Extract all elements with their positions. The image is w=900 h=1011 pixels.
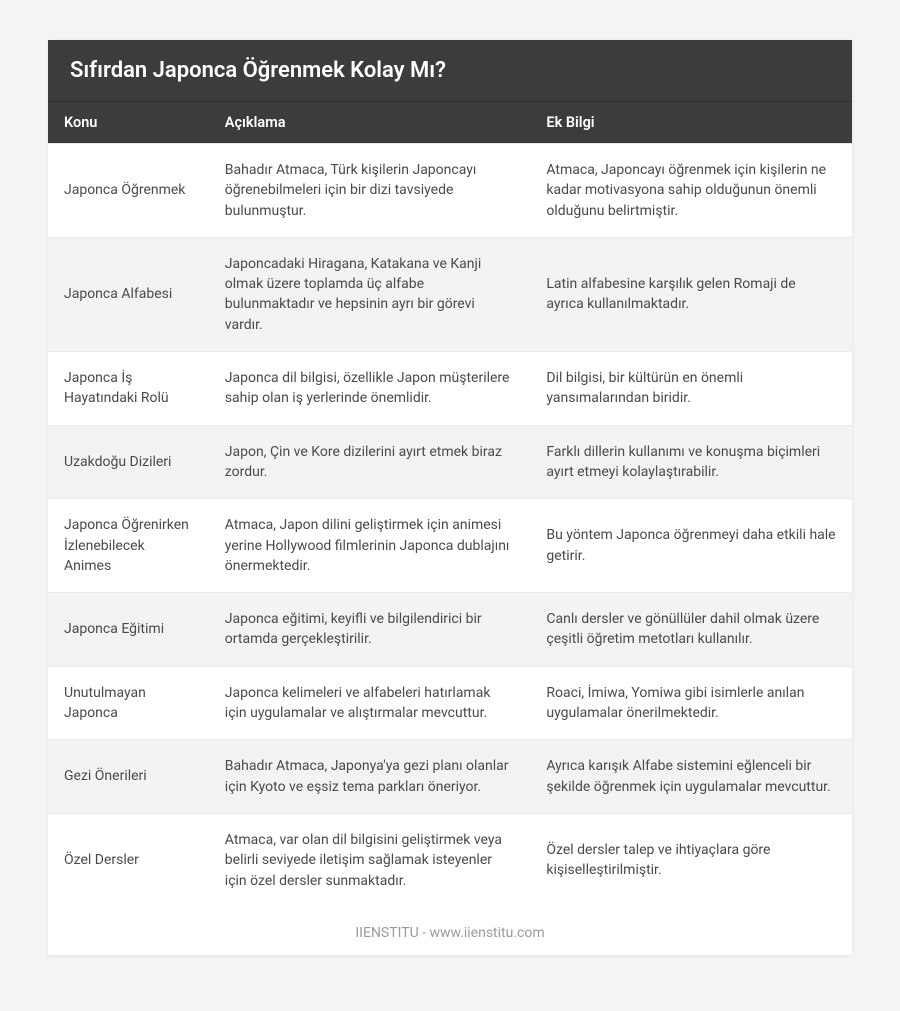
- cell-konu: Gezi Önerileri: [48, 740, 209, 814]
- footer-text: IIENSTITU - www.iienstitu.com: [48, 907, 852, 955]
- cell-konu: Japonca Öğrenmek: [48, 144, 209, 238]
- cell-konu: Japonca İş Hayatındaki Rolü: [48, 352, 209, 426]
- table-header-row: Konu Açıklama Ek Bilgi: [48, 102, 852, 144]
- table-row: Özel Dersler Atmaca, var olan dil bilgis…: [48, 813, 852, 906]
- cell-ek: Bu yöntem Japonca öğrenmeyi daha etkili …: [530, 499, 852, 593]
- col-header-ek: Ek Bilgi: [530, 102, 852, 144]
- col-header-konu: Konu: [48, 102, 209, 144]
- table-row: Japonca Eğitimi Japonca eğitimi, keyifli…: [48, 593, 852, 667]
- cell-konu: Japonca Eğitimi: [48, 593, 209, 667]
- cell-aciklama: Japonca kelimeleri ve alfabeleri hatırla…: [209, 666, 531, 740]
- cell-aciklama: Japon, Çin ve Kore dizilerini ayırt etme…: [209, 425, 531, 499]
- table-row: Japonca Alfabesi Japoncadaki Hiragana, K…: [48, 237, 852, 351]
- cell-aciklama: Japoncadaki Hiragana, Katakana ve Kanji …: [209, 237, 531, 351]
- table-body: Japonca Öğrenmek Bahadır Atmaca, Türk ki…: [48, 144, 852, 907]
- content-card: Sıfırdan Japonca Öğrenmek Kolay Mı? Konu…: [48, 40, 852, 955]
- table-row: Unutulmayan Japonca Japonca kelimeleri v…: [48, 666, 852, 740]
- cell-ek: Roaci, İmiwa, Yomiwa gibi isimlerle anıl…: [530, 666, 852, 740]
- cell-ek: Farklı dillerin kullanımı ve konuşma biç…: [530, 425, 852, 499]
- table-row: Japonca Öğrenirken İzlenebilecek Animes …: [48, 499, 852, 593]
- data-table: Konu Açıklama Ek Bilgi Japonca Öğrenmek …: [48, 102, 852, 907]
- card-title: Sıfırdan Japonca Öğrenmek Kolay Mı?: [48, 40, 852, 102]
- cell-aciklama: Atmaca, Japon dilini geliştirmek için an…: [209, 499, 531, 593]
- cell-aciklama: Japonca eğitimi, keyifli ve bilgilendiri…: [209, 593, 531, 667]
- cell-aciklama: Japonca dil bilgisi, özellikle Japon müş…: [209, 352, 531, 426]
- cell-konu: Unutulmayan Japonca: [48, 666, 209, 740]
- cell-aciklama: Atmaca, var olan dil bilgisini geliştirm…: [209, 813, 531, 906]
- col-header-aciklama: Açıklama: [209, 102, 531, 144]
- cell-ek: Özel dersler talep ve ihtiyaçlara göre k…: [530, 813, 852, 906]
- cell-konu: Japonca Öğrenirken İzlenebilecek Animes: [48, 499, 209, 593]
- cell-aciklama: Bahadır Atmaca, Japonya'ya gezi planı ol…: [209, 740, 531, 814]
- cell-konu: Japonca Alfabesi: [48, 237, 209, 351]
- cell-ek: Latin alfabesine karşılık gelen Romaji d…: [530, 237, 852, 351]
- table-row: Japonca İş Hayatındaki Rolü Japonca dil …: [48, 352, 852, 426]
- cell-aciklama: Bahadır Atmaca, Türk kişilerin Japoncayı…: [209, 144, 531, 238]
- table-row: Gezi Önerileri Bahadır Atmaca, Japonya'y…: [48, 740, 852, 814]
- cell-ek: Atmaca, Japoncayı öğrenmek için kişileri…: [530, 144, 852, 238]
- cell-ek: Dil bilgisi, bir kültürün en önemli yans…: [530, 352, 852, 426]
- table-row: Japonca Öğrenmek Bahadır Atmaca, Türk ki…: [48, 144, 852, 238]
- table-row: Uzakdoğu Dizileri Japon, Çin ve Kore diz…: [48, 425, 852, 499]
- cell-konu: Özel Dersler: [48, 813, 209, 906]
- cell-konu: Uzakdoğu Dizileri: [48, 425, 209, 499]
- cell-ek: Canlı dersler ve gönüllüler dahil olmak …: [530, 593, 852, 667]
- cell-ek: Ayrıca karışık Alfabe sistemini eğlencel…: [530, 740, 852, 814]
